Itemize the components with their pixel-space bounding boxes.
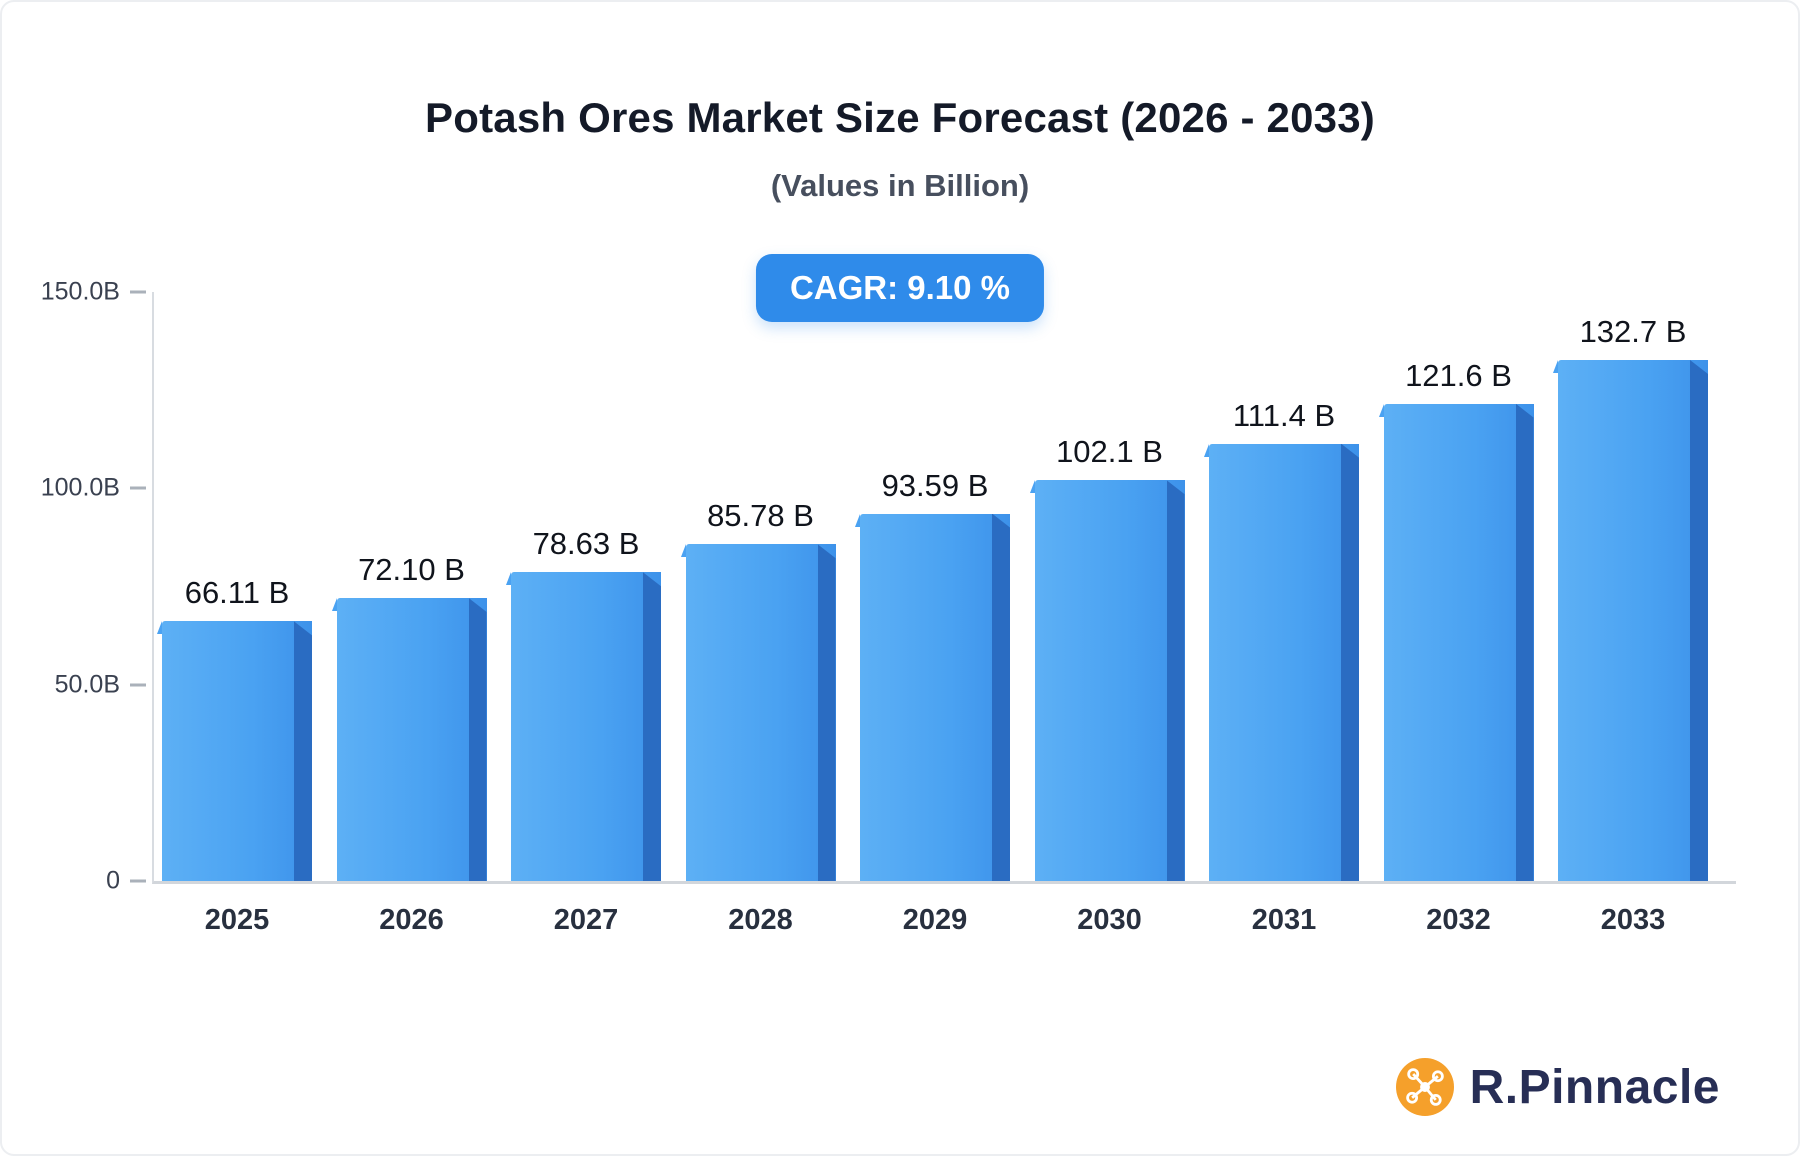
bar-value-label: 132.7 B [1579, 313, 1687, 349]
bar-side-face [643, 572, 661, 881]
x-axis-label: 2031 [1251, 904, 1317, 936]
bar-side-face [468, 597, 487, 881]
y-tick-mark [130, 290, 146, 294]
bar-side-face [294, 621, 312, 881]
bar-group: 85.78 B 2028 [680, 292, 836, 936]
bar-side-face [1166, 480, 1185, 881]
bar-side-face [1690, 359, 1708, 881]
bar-value-label: 121.6 B [1405, 357, 1512, 393]
y-tick-label: 150.0B [40, 277, 120, 306]
bar [1029, 480, 1185, 881]
x-axis-label: 2029 [902, 904, 968, 936]
bar-group: 66.11 B 2025 [157, 292, 312, 936]
cagr-badge: CAGR: 9.10 % [755, 254, 1045, 322]
bars-container: 66.11 B 2025 72.10 B 2026 78.63 B 2027 85.78 B… [154, 292, 1736, 936]
bar-side-face [992, 513, 1010, 881]
x-axis-label: 2030 [1077, 904, 1142, 936]
bar-group: 72.10 B 2026 [331, 292, 487, 936]
network-logo-icon [1395, 1058, 1454, 1116]
y-tick-label: 100.0B [40, 473, 120, 502]
x-axis-label: 2033 [1600, 904, 1666, 936]
bar-group: 93.59 B 2029 [855, 292, 1010, 936]
x-axis-label: 2027 [553, 904, 619, 936]
y-tick: 150.0B [41, 278, 154, 307]
bar [157, 621, 312, 881]
bar-group: 111.4 B 2031 [1204, 292, 1359, 936]
x-axis-label: 2028 [728, 904, 793, 936]
bar-value-label: 111.4 B [1232, 397, 1336, 433]
y-tick-mark [130, 683, 146, 687]
bar [506, 572, 661, 881]
bar-value-label: 85.78 B [707, 498, 814, 534]
bar-group: 78.63 B 2027 [506, 292, 661, 936]
chart-subtitle: (Values in Billion) [770, 168, 1030, 203]
y-tick-label: 0 [106, 866, 120, 895]
bar-side-face [1515, 403, 1534, 881]
bar [855, 513, 1010, 881]
bar [1204, 443, 1359, 881]
bar-value-label: 102.1 B [1056, 434, 1163, 470]
bar-value-label: 78.63 B [532, 526, 640, 562]
x-axis-label: 2032 [1426, 904, 1491, 936]
y-tick-mark [130, 486, 146, 490]
brand-logo: R.Pinnacle [1395, 1058, 1720, 1116]
x-axis-label: 2025 [204, 904, 270, 936]
bar-group: 102.1 B 2030 [1029, 292, 1185, 936]
y-tick: 50.0B [55, 670, 154, 699]
bar-group: 132.7 B 2033 [1553, 292, 1708, 936]
bar [680, 544, 836, 881]
plot-area: 150.0B 100.0B 50.0B 0 66.11 B 2025 72.10 B 202… [41, 278, 1736, 936]
bar-value-label: 93.59 B [881, 467, 989, 503]
bar [331, 597, 487, 881]
y-tick: 100.0B [41, 474, 154, 503]
y-tick: 0 [106, 867, 154, 896]
y-tick-mark [130, 879, 146, 883]
x-axis-label: 2026 [379, 904, 444, 936]
chart-title: Potash Ores Market Size Forecast (2026 -… [425, 94, 1375, 141]
bar-side-face [817, 544, 836, 881]
bar-value-label: 72.10 B [358, 551, 465, 587]
bar-side-face [1341, 443, 1359, 881]
bar-value-label: 66.11 B [184, 575, 290, 611]
bar [1378, 403, 1534, 881]
logo-text: R.Pinnacle [1469, 1060, 1720, 1114]
bar [1553, 359, 1708, 881]
y-tick-label: 50.0B [54, 670, 120, 699]
bar-group: 121.6 B 2032 [1378, 292, 1534, 936]
